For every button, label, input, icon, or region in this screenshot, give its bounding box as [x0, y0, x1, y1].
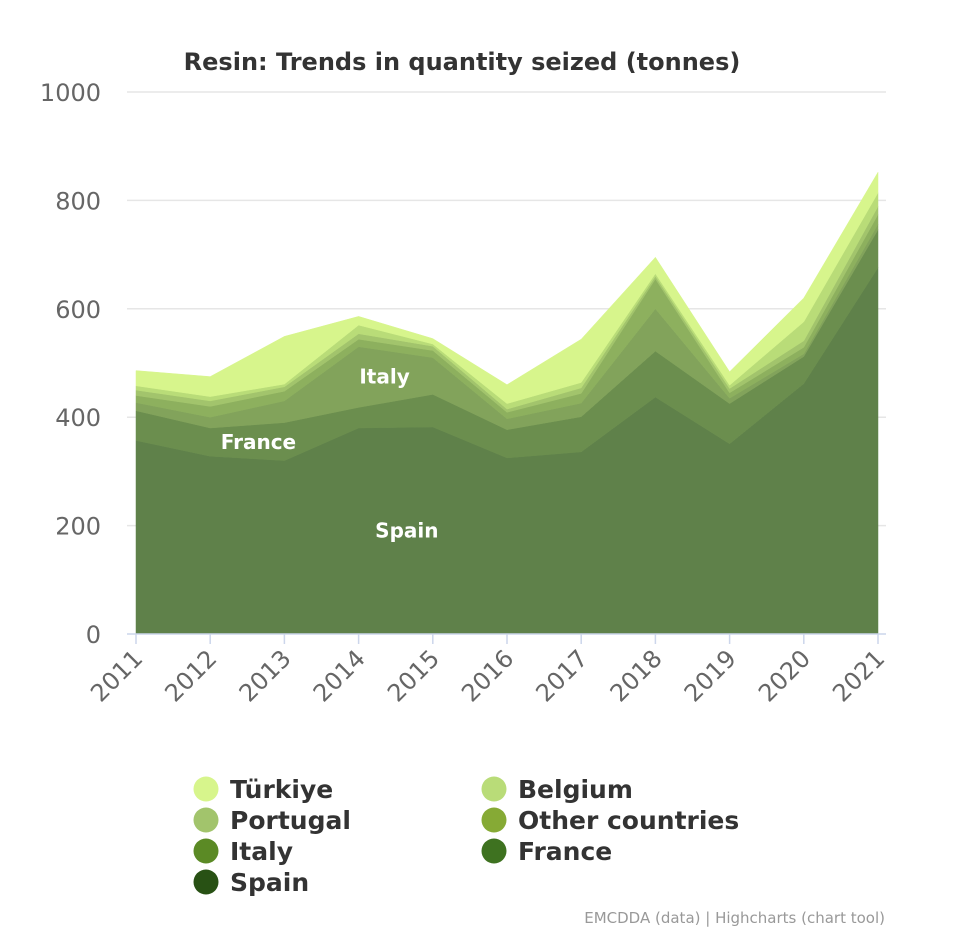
- legend-marker: [481, 838, 507, 864]
- x-tick-label: 2018: [605, 644, 668, 707]
- legend-item[interactable]: Portugal: [193, 806, 351, 835]
- legend: Türkiye Belgium Portugal Other countries Ita…: [193, 775, 740, 897]
- legend-item[interactable]: France: [481, 837, 613, 866]
- y-tick-label: 400: [55, 404, 101, 432]
- legend-label: Other countries: [518, 806, 739, 835]
- legend-label: Italy: [230, 837, 293, 866]
- x-tick-label: 2021: [827, 644, 890, 707]
- area-label-spain: Spain: [375, 518, 438, 542]
- x-tick-label: 2015: [382, 644, 445, 707]
- legend-item[interactable]: Italy: [193, 837, 294, 866]
- legend-marker: [193, 838, 219, 864]
- legend-label: Türkiye: [230, 775, 333, 804]
- legend-label: Portugal: [230, 806, 351, 835]
- legend-marker: [481, 807, 507, 833]
- legend-marker: [193, 776, 219, 802]
- x-tick-label: 2014: [308, 644, 371, 707]
- stacked-areas: [135, 171, 879, 635]
- axes: 2011 2012 2013 2014 2015 2016 2017 2018 2019 2020…: [85, 633, 890, 707]
- x-tick-label: 2012: [159, 644, 222, 707]
- legend-item[interactable]: Other countries: [481, 806, 740, 835]
- chart-title: Resin: Trends in quantity seized (tonnes…: [184, 48, 741, 76]
- y-tick-label: 0: [86, 621, 101, 649]
- legend-marker: [481, 776, 507, 802]
- area-t-rkiye[interactable]: [135, 171, 879, 404]
- legend-item[interactable]: Belgium: [481, 775, 633, 804]
- y-tick-label: 200: [55, 513, 101, 541]
- y-tick-label: 1000: [40, 79, 101, 107]
- x-tick-label: 2017: [530, 644, 593, 707]
- legend-marker: [193, 807, 219, 833]
- area-label-italy: Italy: [359, 365, 409, 389]
- x-tick-label: 2019: [679, 644, 742, 707]
- y-tick-label: 600: [55, 296, 101, 324]
- area-labels: Spain France Italy: [221, 365, 439, 543]
- area-label-france: France: [221, 430, 296, 454]
- credits[interactable]: EMCDDA (data) | Highcharts (chart tool): [584, 909, 885, 927]
- x-tick-label: 2020: [753, 644, 816, 707]
- x-tick-label: 2013: [234, 644, 297, 707]
- x-tick-label: 2016: [456, 644, 519, 707]
- legend-label: France: [518, 837, 612, 866]
- legend-item[interactable]: Spain: [193, 868, 310, 897]
- legend-marker: [193, 869, 219, 895]
- legend-label: Spain: [230, 868, 309, 897]
- y-tick-label: 800: [55, 187, 101, 215]
- legend-label: Belgium: [518, 775, 633, 804]
- x-tick-label: 2011: [85, 644, 148, 707]
- legend-item[interactable]: Türkiye: [193, 775, 334, 804]
